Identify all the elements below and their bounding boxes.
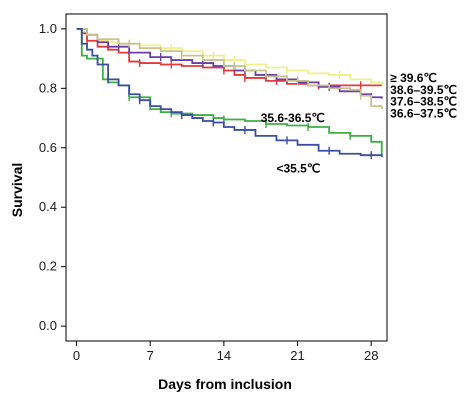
x-tick-label: 21 [290,348,304,363]
y-tick-label: 1.0 [39,21,57,36]
y-tick-label: 0.6 [39,140,57,155]
y-tick-label: 0.4 [39,199,57,214]
curve-label: 36.6–37.5℃ [390,107,457,121]
x-tick-label: 28 [364,348,378,363]
x-axis-title: Days from inclusion [158,376,292,392]
curve-label: 35.6-36.5℃ [261,111,325,125]
x-tick-label: 0 [73,348,80,363]
survival-curve [76,27,383,110]
survival-curve [76,27,383,157]
curve-label: 37.6–38.5℃ [390,95,457,109]
plot-frame [65,13,388,342]
curve-label: 38.6–39.5℃ [390,83,457,97]
series-group [76,27,383,160]
curve-label: <35.5℃ [276,162,320,176]
survival-curve [76,27,382,87]
survival-curve [76,27,383,86]
labels-group: ≥ 39.6℃38.6–39.5℃37.6–38.5℃36.6–37.5℃ 35.… [261,71,457,176]
y-tick-label: 0.0 [39,318,57,333]
y-tick-label: 0.8 [39,80,57,95]
y-tick-label: 0.2 [39,259,57,274]
axes: 0 7 14 21 28 0.0 0.2 0.4 0.6 0.8 1.0 [39,13,388,363]
survival-curve [76,27,383,157]
x-tick-label: 14 [217,348,231,363]
y-axis-title: Survival [9,163,25,217]
x-tick-label: 7 [147,348,154,363]
curve-label: ≥ 39.6℃ [390,71,437,85]
